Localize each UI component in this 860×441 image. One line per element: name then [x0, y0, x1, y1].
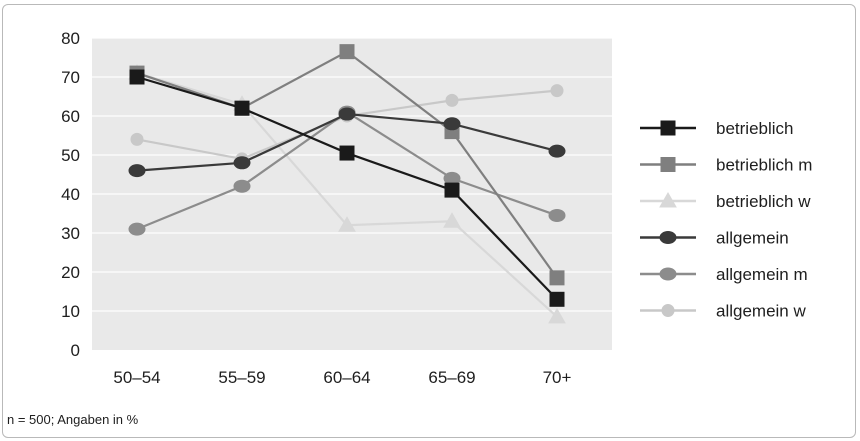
data-point: [548, 307, 566, 324]
legend-swatch-marker: [660, 157, 676, 172]
data-point: [549, 291, 565, 307]
data-point: [130, 132, 144, 146]
y-axis-ticks: 0 10 20 30 40 50 60 70 80: [61, 29, 80, 360]
y-tick-label: 0: [71, 341, 80, 360]
data-point: [444, 182, 460, 198]
data-point: [550, 84, 564, 98]
data-point: [129, 69, 145, 85]
y-tick-label: 80: [61, 29, 80, 48]
data-point: [339, 145, 355, 161]
data-point: [338, 107, 356, 121]
y-tick-label: 40: [61, 185, 80, 204]
data-point: [233, 179, 251, 193]
data-point: [548, 208, 566, 222]
legend-label: allgemein m: [716, 265, 808, 284]
data-point: [128, 164, 146, 178]
y-tick-label: 50: [61, 146, 80, 165]
y-tick-label: 10: [61, 302, 80, 321]
legend-item: allgemein: [640, 229, 789, 248]
legend-swatch-marker: [659, 191, 677, 208]
legend-item: allgemein m: [640, 265, 808, 284]
x-tick-label: 70+: [543, 368, 572, 387]
legend-label: allgemein w: [716, 302, 806, 321]
x-tick-label: 65–69: [428, 368, 475, 387]
x-tick-label: 55–59: [218, 368, 265, 387]
data-point: [443, 212, 461, 228]
data-point: [339, 44, 355, 60]
y-tick-label: 70: [61, 68, 80, 87]
legend-label: betrieblich: [716, 119, 794, 138]
series-allgemein: [128, 107, 566, 178]
legend-label: betrieblich w: [716, 192, 811, 211]
legend: betrieblich betrieblich m betrieblich w all…: [640, 119, 812, 321]
data-point: [443, 117, 461, 131]
legend-swatch-marker: [661, 304, 675, 317]
data-point: [128, 222, 146, 236]
x-tick-label: 50–54: [113, 368, 160, 387]
legend-label: allgemein: [716, 229, 789, 248]
legend-item: betrieblich m: [640, 156, 812, 175]
data-point: [234, 100, 250, 116]
data-point: [338, 216, 356, 232]
data-point: [549, 270, 565, 286]
y-tick-label: 30: [61, 224, 80, 243]
data-point: [548, 144, 566, 158]
legend-label: betrieblich m: [716, 156, 812, 175]
series-group: [128, 44, 566, 324]
series-betrieblich: [129, 69, 565, 307]
y-tick-label: 60: [61, 107, 80, 126]
x-axis-ticks: 50–54 55–59 60–64 65–69 70+: [113, 368, 571, 387]
x-tick-label: 60–64: [323, 368, 370, 387]
data-point: [445, 93, 459, 107]
legend-swatch-marker: [659, 267, 677, 281]
data-point: [443, 171, 461, 185]
legend-swatch-marker: [660, 120, 676, 136]
y-tick-label: 20: [61, 263, 80, 282]
data-point: [233, 156, 251, 170]
footnote: n = 500; Angaben in %: [7, 412, 139, 427]
legend-swatch-marker: [659, 231, 677, 244]
legend-item: allgemein w: [640, 302, 806, 321]
legend-item: betrieblich: [640, 119, 794, 138]
legend-item: betrieblich w: [640, 191, 811, 211]
